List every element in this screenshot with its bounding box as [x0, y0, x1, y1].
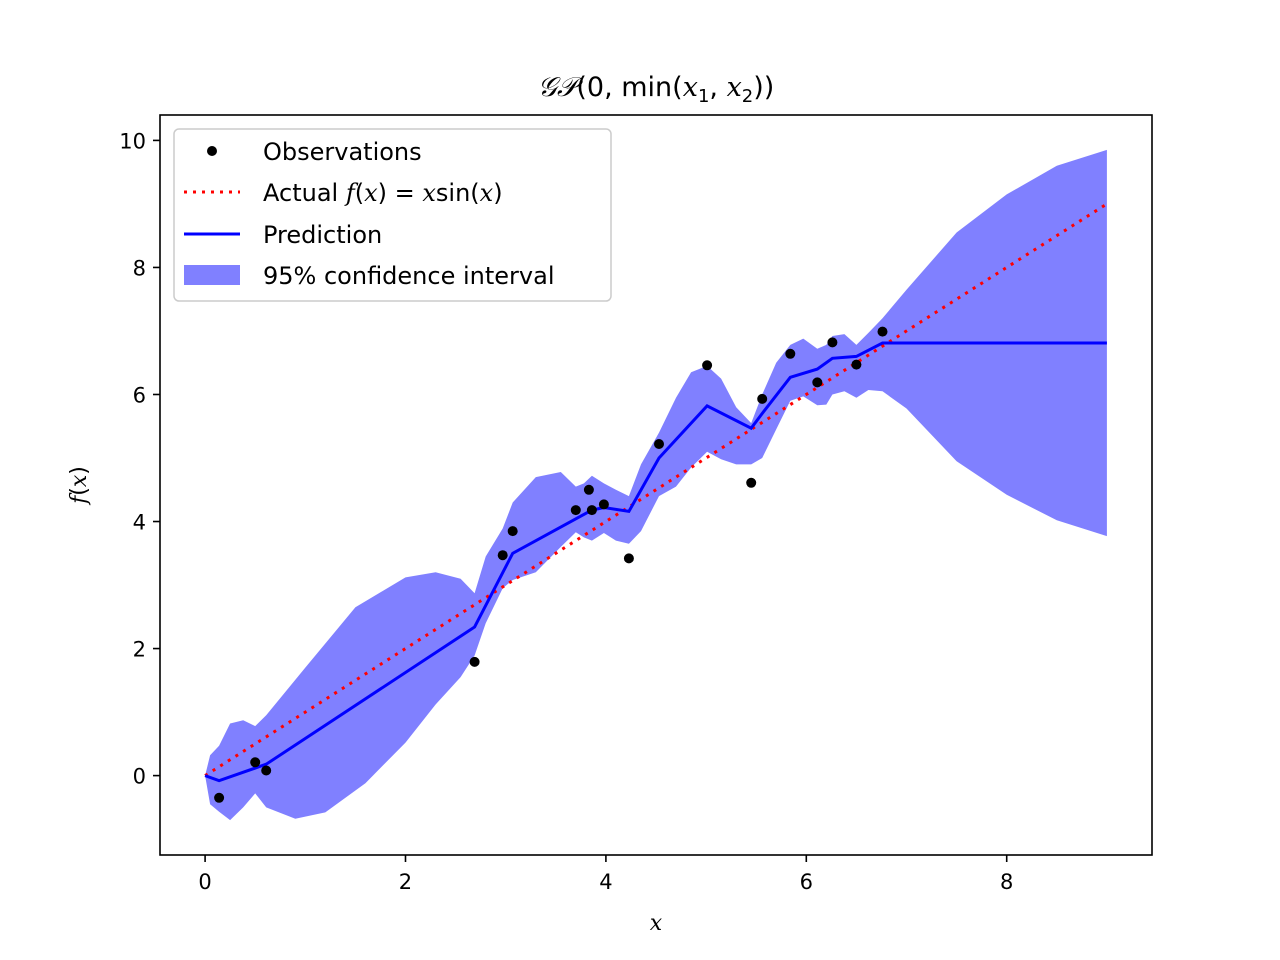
legend-confidence-label: 95% confidence interval — [263, 262, 554, 290]
observation-point — [812, 377, 823, 388]
observation-point — [570, 505, 581, 516]
observation-point — [507, 526, 518, 537]
observation-point — [827, 337, 838, 348]
x-tick-label: 8 — [1000, 870, 1013, 894]
observation-point — [598, 499, 609, 510]
prediction-line — [204, 341, 1107, 783]
legend-actual-label: Actual f(x) = xsin(x) — [263, 179, 503, 207]
legend: Observations Actual f(x) = xsin(x) Predi… — [173, 128, 612, 302]
legend-confidence-marker — [184, 265, 240, 285]
observation-point — [877, 326, 888, 337]
x-tick-label: 0 — [198, 870, 211, 894]
actual-function-line — [204, 202, 1108, 777]
x-tick-label: 4 — [599, 870, 612, 894]
x-axis-label: x — [650, 911, 663, 936]
observation-point — [623, 553, 634, 564]
observation-point — [214, 792, 225, 803]
legend-prediction-label: Prediction — [263, 221, 382, 249]
x-axis-ticks: 0 2 4 6 8 — [198, 855, 1013, 894]
observation-point — [586, 505, 597, 516]
y-tick-label: 0 — [133, 765, 146, 789]
y-axis-ticks: 0 2 4 6 8 10 — [119, 129, 160, 789]
y-tick-label: 4 — [133, 511, 146, 535]
observation-point — [851, 359, 862, 370]
y-tick-label: 2 — [133, 638, 146, 662]
axes-frame — [159, 114, 1153, 856]
y-tick-label: 8 — [133, 256, 146, 280]
observation-point — [785, 348, 796, 359]
plot-area — [204, 149, 1108, 821]
observation-point — [250, 757, 261, 768]
observation-point — [654, 439, 664, 449]
observation-points — [214, 326, 888, 803]
legend-box — [173, 128, 612, 302]
observation-point — [746, 477, 757, 488]
y-tick-label: 10 — [119, 129, 146, 153]
x-tick-label: 2 — [399, 870, 412, 894]
observation-point — [757, 393, 768, 404]
chart-title: 𝒢𝒫(0, min(x1, x2)) — [538, 72, 775, 107]
y-axis-label: f(x) — [67, 466, 92, 506]
x-tick-label: 6 — [800, 870, 813, 894]
observation-point — [583, 484, 594, 495]
legend-observations-label: Observations — [263, 138, 422, 166]
observation-point — [261, 765, 272, 776]
confidence-interval-band — [205, 149, 1107, 821]
observation-point — [702, 360, 713, 371]
legend-observations-marker — [207, 146, 217, 156]
observation-point — [497, 550, 508, 561]
observation-point — [469, 656, 480, 667]
y-tick-label: 6 — [133, 383, 146, 407]
